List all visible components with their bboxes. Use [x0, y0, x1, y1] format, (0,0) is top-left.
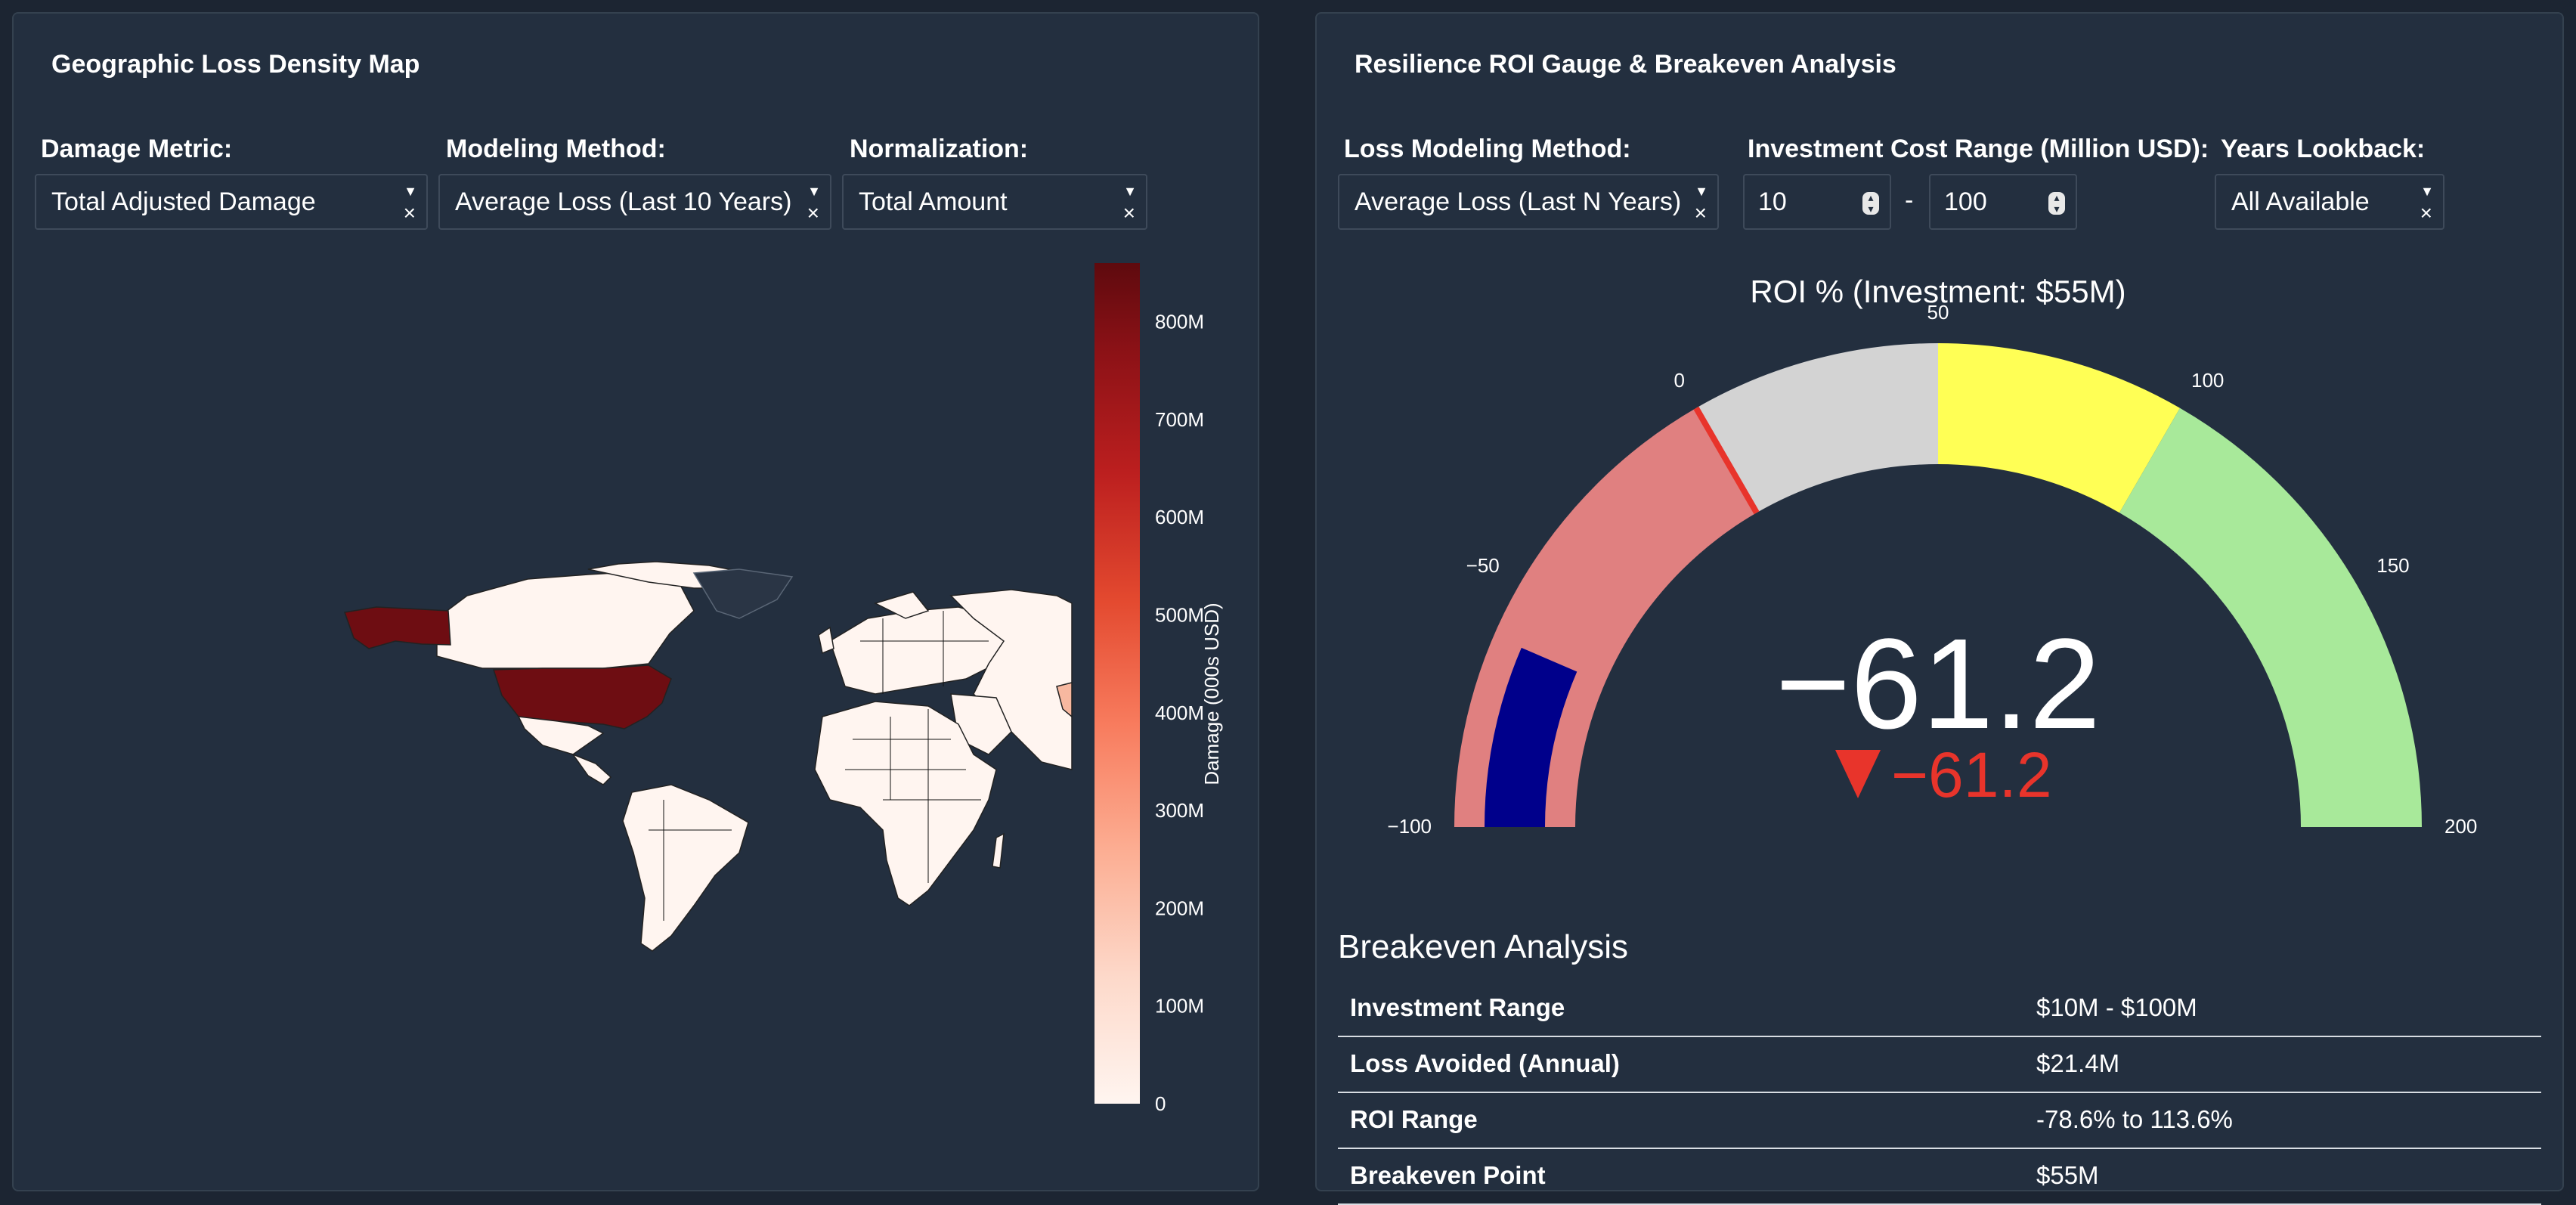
range-separator: -: [1905, 186, 1914, 215]
normalization-label: Normalization:: [850, 135, 1029, 163]
clear-icon[interactable]: ×: [1122, 201, 1135, 225]
gauge-tick-label: 150: [2376, 554, 2409, 577]
table-row: Loss Avoided (Annual) $21.4M: [1338, 1037, 2541, 1093]
panel-title: Geographic Loss Density Map: [51, 50, 420, 79]
map-region-asia: [949, 589, 1073, 770]
investment-min-input[interactable]: 10 ▴ ▾: [1743, 174, 1891, 230]
gauge-bar: [1485, 647, 1577, 827]
colorbar-tick-label: 600M: [1155, 506, 1204, 528]
investment-cost-range-label: Investment Cost Range (Million USD):: [1748, 135, 2209, 163]
choropleth-map[interactable]: 0 100M 200M 300M 400M 500M 600M 700M 800M Damage…: [14, 14, 1261, 1178]
colorbar-ticks: 0 100M 200M 300M 400M 500M 600M 700M 800M: [1155, 311, 1204, 1115]
spinner-icon[interactable]: ▴ ▾: [1862, 192, 1879, 215]
row-value: $10M - $100M: [2036, 993, 2197, 1021]
colorbar-tick-label: 400M: [1155, 702, 1204, 724]
colorbar-tick-label: 200M: [1155, 897, 1204, 919]
damage-metric-dropdown[interactable]: Total Adjusted Damage ▼ ×: [35, 174, 428, 230]
map-region-india-edge: [1056, 682, 1073, 718]
gauge-tick-label: 50: [1927, 301, 1949, 324]
gauge-tick-label: −100: [1387, 815, 1432, 838]
gauge-delta: −61.2: [1891, 739, 2052, 810]
map-region-greenland: [692, 568, 794, 619]
row-value: -78.6% to 113.6%: [2036, 1105, 2233, 1133]
geographic-loss-panel: Geographic Loss Density Map Damage Metri…: [12, 12, 1259, 1191]
world-map-land[interactable]: [343, 561, 1073, 952]
modeling-method-dropdown[interactable]: Average Loss (Last 10 Years) ▼ ×: [438, 174, 831, 230]
clear-icon[interactable]: ×: [2420, 201, 2432, 225]
colorbar-tick-label: 0: [1155, 1092, 1166, 1115]
map-borders: [649, 611, 989, 921]
colorbar: [1094, 263, 1140, 1104]
map-region-alaska: [343, 606, 451, 649]
row-label: Investment Range: [1350, 993, 1565, 1021]
input-value: 100: [1944, 187, 1987, 216]
dropdown-value: Total Amount: [859, 187, 1008, 216]
colorbar-tick-label: 100M: [1155, 995, 1204, 1018]
dropdown-value: Average Loss (Last 10 Years): [455, 187, 792, 216]
gauge-threshold: [1693, 406, 1760, 515]
colorbar-tick-label: 500M: [1155, 603, 1204, 626]
map-region-mexico: [517, 716, 605, 755]
gauge-step: [1696, 343, 1938, 513]
colorbar-title: Damage (000s USD): [1200, 602, 1223, 785]
map-region-scandinavia: [873, 591, 930, 619]
panel-title: Resilience ROI Gauge & Breakeven Analysi…: [1355, 50, 1896, 79]
map-region-south-america: [622, 784, 749, 952]
row-value: $55M: [2036, 1161, 2099, 1189]
gauge-tick-label: 200: [2444, 815, 2477, 838]
gauge-step: [2119, 407, 2422, 827]
clear-icon[interactable]: ×: [1694, 201, 1707, 225]
investment-max-input[interactable]: 100 ▴ ▾: [1929, 174, 2077, 230]
colorbar-tick-label: 800M: [1155, 311, 1204, 333]
colorbar-tick-label: 300M: [1155, 799, 1204, 822]
loss-modeling-method-label: Loss Modeling Method:: [1344, 135, 1631, 163]
dropdown-value: Total Adjusted Damage: [51, 187, 316, 216]
table-row: ROI Range -78.6% to 113.6%: [1338, 1093, 2541, 1149]
threshold-line: [1693, 406, 1760, 515]
row-value: $21.4M: [2036, 1049, 2120, 1077]
caret-down-icon[interactable]: ▼: [1695, 184, 1708, 199]
gauge-title: ROI % (Investment: $55M): [1750, 274, 2126, 309]
years-lookback-label: Years Lookback:: [2221, 135, 2426, 163]
dropdown-value: All Available: [2231, 187, 2370, 216]
years-lookback-dropdown[interactable]: All Available ▼ ×: [2215, 174, 2444, 230]
caret-down-icon[interactable]: ▼: [404, 184, 417, 199]
breakeven-title: Breakeven Analysis: [1338, 928, 1628, 965]
map-region-uk: [818, 626, 834, 655]
damage-metric-label: Damage Metric:: [41, 135, 233, 163]
down-triangle-icon: [1835, 750, 1881, 798]
spinner-icon[interactable]: ▴ ▾: [2048, 192, 2065, 215]
gauge-tick-label: 0: [1674, 369, 1685, 392]
gauge-tick-label: −50: [1466, 554, 1500, 577]
input-value: 10: [1758, 187, 1787, 216]
table-row: Investment Range $10M - $100M: [1338, 981, 2541, 1037]
normalization-dropdown[interactable]: Total Amount ▼ ×: [842, 174, 1147, 230]
loss-modeling-method-dropdown[interactable]: Average Loss (Last N Years) ▼ ×: [1338, 174, 1719, 230]
gauge-ticks: −100 −50 0 50 100 150 200: [1387, 301, 2477, 838]
colorbar-tick-label: 700M: [1155, 408, 1204, 431]
map-region-madagascar: [992, 832, 1005, 869]
row-label: Loss Avoided (Annual): [1350, 1049, 1620, 1077]
map-region-central-america: [571, 753, 612, 785]
table-row: Breakeven Point $55M: [1338, 1149, 2541, 1205]
caret-down-icon[interactable]: ▼: [807, 184, 821, 199]
gauge-step: [1938, 343, 2180, 513]
dropdown-value: Average Loss (Last N Years): [1355, 187, 1682, 216]
modeling-method-label: Modeling Method:: [446, 135, 666, 163]
roi-gauge: ROI % (Investment: $55M) −100 −50 0 50 100 15…: [1387, 274, 2477, 838]
caret-down-icon[interactable]: ▼: [1123, 184, 1137, 199]
clear-icon[interactable]: ×: [807, 201, 819, 225]
row-label: Breakeven Point: [1350, 1161, 1546, 1189]
map-region-africa: [814, 701, 997, 906]
caret-down-icon[interactable]: ▼: [2420, 184, 2434, 199]
clear-icon[interactable]: ×: [403, 201, 416, 225]
gauge-value-bar: [1485, 647, 1577, 827]
roi-gauge-panel: Resilience ROI Gauge & Breakeven Analysi…: [1315, 12, 2564, 1205]
row-label: ROI Range: [1350, 1105, 1478, 1133]
gauge-tick-label: 100: [2191, 369, 2224, 392]
gauge-number: −61.2: [1776, 612, 2101, 756]
map-region-canada: [436, 571, 695, 669]
